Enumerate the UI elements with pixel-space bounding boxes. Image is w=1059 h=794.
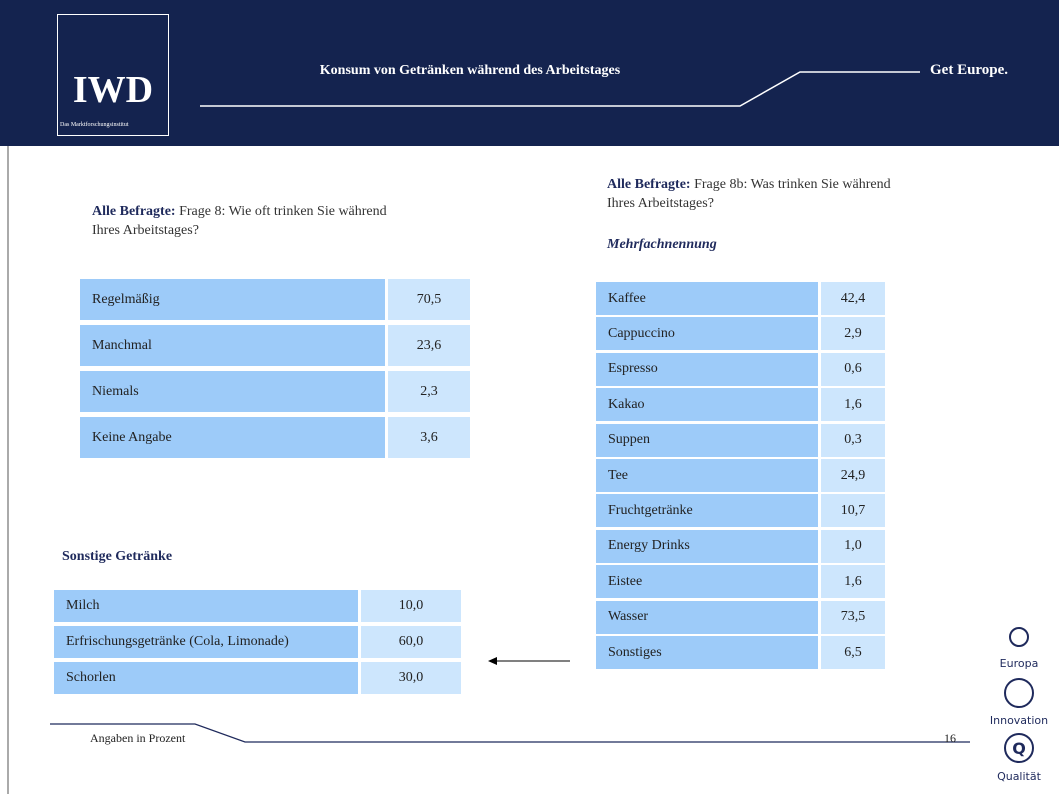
page-number: 16 <box>944 731 956 745</box>
note: Mehrfachnennung <box>607 237 717 252</box>
row-label: Kakao <box>596 388 818 422</box>
header-band <box>0 0 1059 146</box>
question-text: Frage 8: Wie oft trinken Sie während Ihr… <box>92 204 387 238</box>
question-text: Frage 8b: Was trinken Sie während Ihres … <box>607 177 891 211</box>
row-label: Suppen <box>596 423 818 457</box>
row-label: Manchmal <box>80 325 385 366</box>
row-label: Schorlen <box>54 662 358 694</box>
icon-label: Qualität <box>997 770 1041 783</box>
row-value: 1,6 <box>821 565 885 599</box>
row-value: 10,7 <box>821 494 885 528</box>
row-value: 42,4 <box>821 282 885 315</box>
row-label: Sonstiges <box>596 636 818 669</box>
header-title: Konsum von Getränken während des Arbeits… <box>319 63 621 78</box>
row-value: 23,6 <box>388 325 470 366</box>
arrow-head <box>488 657 497 665</box>
tagline: Get Europe. <box>930 62 1009 78</box>
q-icon: Q <box>1012 739 1026 758</box>
row-value: 1,0 <box>821 529 885 563</box>
row-value: 1,6 <box>821 388 885 422</box>
row-label: Erfrischungsgetränke (Cola, Limonade) <box>54 626 358 658</box>
row-value: 10,0 <box>361 590 461 622</box>
row-label: Milch <box>54 590 358 622</box>
left-question: Alle Befragte: Frage 8: Wie oft trinken … <box>92 202 402 240</box>
row-label: Tee <box>596 459 818 492</box>
row-value: 2,9 <box>821 317 885 351</box>
footer-line <box>50 723 970 743</box>
row-value: 24,9 <box>821 459 885 492</box>
header-line <box>200 71 920 107</box>
logo-subtitle: Das Marktforschungsinstitut <box>60 122 129 128</box>
question-label: Alle Befragte: <box>607 177 691 192</box>
row-value: 70,5 <box>388 279 470 320</box>
row-label: Regelmäßig <box>80 279 385 320</box>
logo-box <box>57 14 169 136</box>
row-label: Niemals <box>80 371 385 412</box>
row-label: Fruchtgetränke <box>596 494 818 528</box>
icons <box>1004 627 1034 763</box>
row-value: 0,6 <box>821 352 885 386</box>
row-value: 60,0 <box>361 626 461 658</box>
row-value: 2,3 <box>388 371 470 412</box>
row-value: 30,0 <box>361 662 461 694</box>
logo: IWD <box>72 69 154 111</box>
row-value: 6,5 <box>821 636 885 669</box>
row-value: 73,5 <box>821 600 885 634</box>
row-label: Eistee <box>596 565 818 599</box>
icon-label: Europa <box>999 657 1039 670</box>
footer-note: Angaben in Prozent <box>90 731 186 745</box>
row-value: 0,3 <box>821 423 885 457</box>
row-value: 3,6 <box>388 417 470 458</box>
right-question: Alle Befragte: Frage 8b: Was trinken Sie… <box>607 175 907 213</box>
question-label: Alle Befragte: <box>92 204 176 219</box>
icon-label: Innovation <box>989 714 1049 727</box>
row-label: Kaffee <box>596 282 818 315</box>
row-label: Energy Drinks <box>596 529 818 563</box>
row-label: Espresso <box>596 352 818 386</box>
section-title: Sonstige Getränke <box>62 549 173 564</box>
row-label: Wasser <box>596 600 818 634</box>
row-label: Keine Angabe <box>80 417 385 458</box>
row-label: Cappuccino <box>596 317 818 351</box>
